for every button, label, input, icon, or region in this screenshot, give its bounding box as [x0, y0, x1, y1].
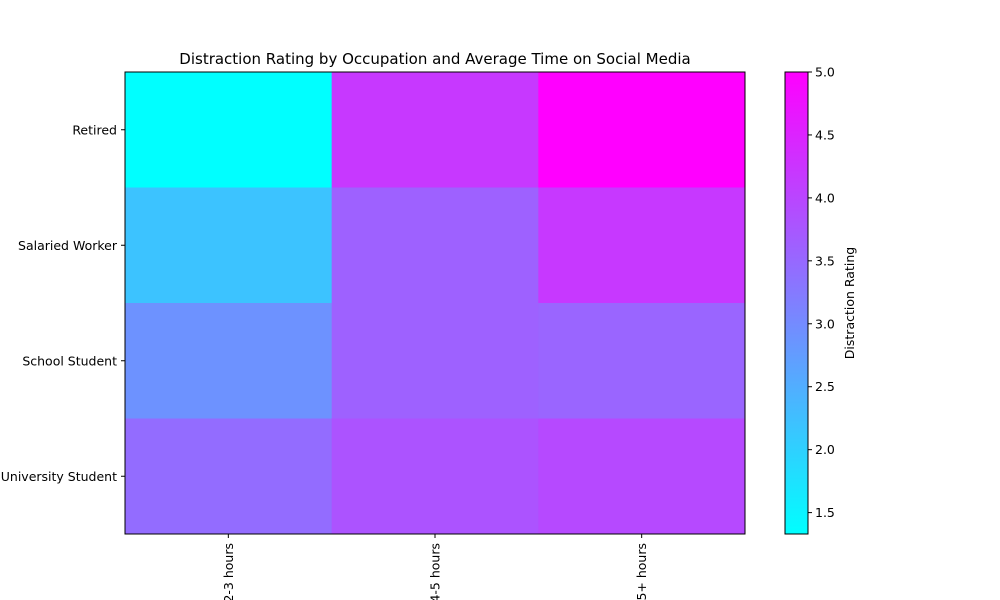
- x-axis-ticks: 2-3 hours 4-5 hours 5+ hours: [221, 534, 649, 600]
- colorbar-tick-label: 4.5: [815, 127, 835, 142]
- heatmap-cell: [538, 72, 746, 188]
- heatmap-cell: [538, 303, 746, 419]
- colorbar-tick-label: 3.5: [815, 253, 835, 268]
- colorbar-tick-label: 5.0: [815, 65, 835, 80]
- y-tick-label: Retired: [72, 122, 117, 137]
- x-tick-label: 5+ hours: [634, 543, 649, 600]
- colorbar-ticks: 1.5 2.0 2.5 3.0 3.5 4.0 4.5 5.0: [808, 65, 835, 520]
- chart-title: Distraction Rating by Occupation and Ave…: [179, 50, 690, 68]
- colorbar-tick-label: 4.0: [815, 190, 835, 205]
- heatmap-cell: [331, 418, 539, 535]
- colorbar-tick-label: 2.5: [815, 379, 835, 394]
- heatmap-cell: [125, 303, 333, 419]
- y-tick-label: Salaried Worker: [18, 238, 118, 253]
- y-axis-ticks: Retired Salaried Worker School Student Univ…: [1, 122, 125, 484]
- heatmap-cell: [125, 418, 333, 535]
- colorbar-tick-label: 3.0: [815, 316, 835, 331]
- y-tick-label: University Student: [1, 469, 117, 484]
- x-tick-label: 2-3 hours: [221, 543, 236, 600]
- heatmap-cell: [125, 72, 333, 188]
- heatmap-cells: [125, 72, 746, 535]
- heatmap-cell: [331, 303, 539, 419]
- colorbar-tick-label: 1.5: [815, 505, 835, 520]
- colorbar-label: Distraction Rating: [842, 247, 857, 359]
- colorbar-tick-label: 2.0: [815, 442, 835, 457]
- heatmap-cell: [125, 187, 333, 304]
- colorbar: [784, 71, 809, 535]
- heatmap-cell: [538, 187, 746, 304]
- heatmap-cell: [331, 72, 539, 188]
- y-tick-label: School Student: [22, 353, 117, 368]
- heatmap-cell: [331, 187, 539, 304]
- heatmap-cell: [538, 418, 746, 535]
- x-tick-label: 4-5 hours: [428, 543, 443, 600]
